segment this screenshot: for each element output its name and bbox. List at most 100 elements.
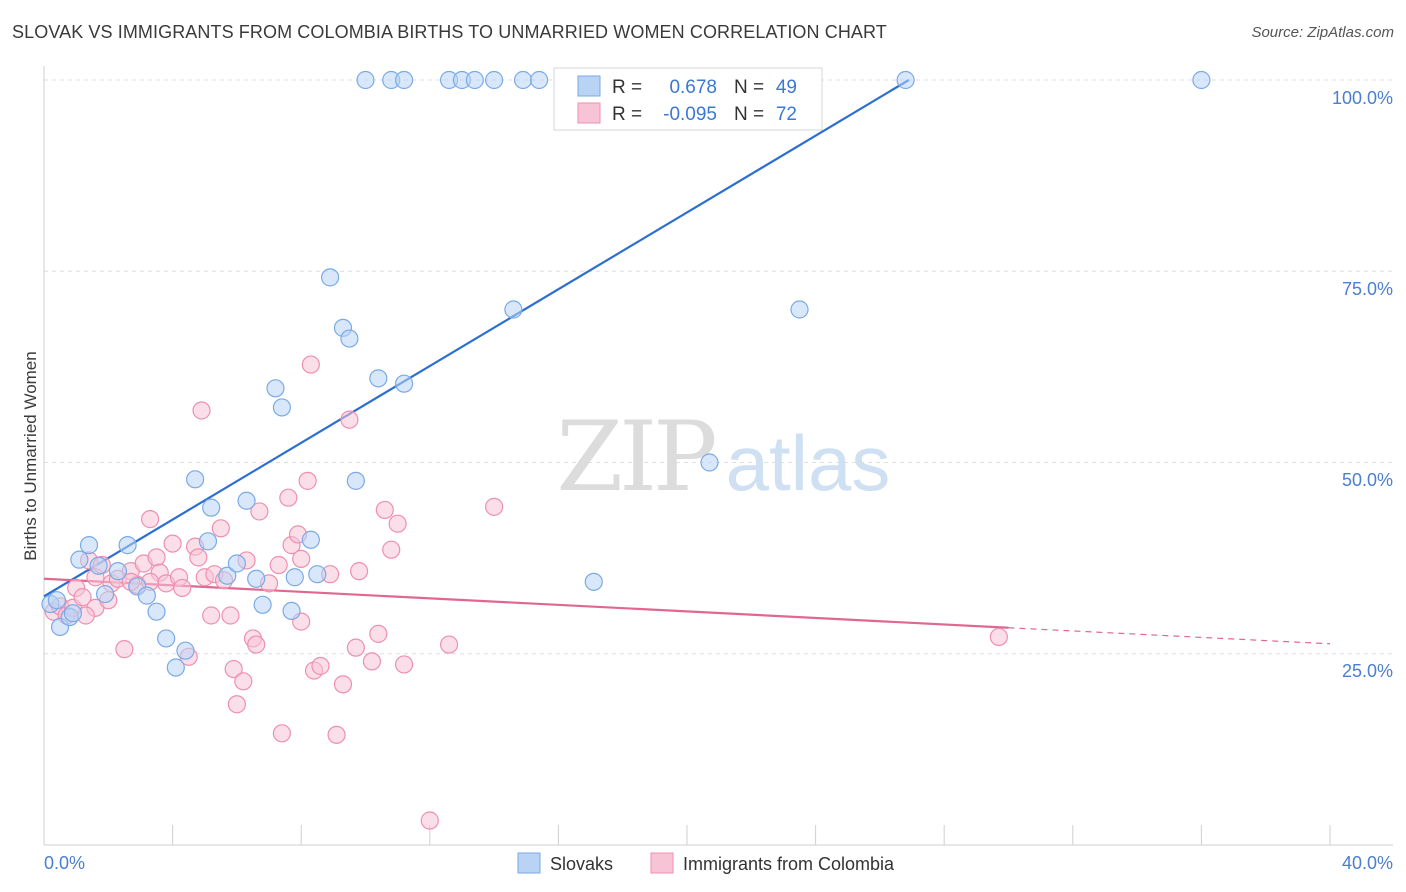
colombia-point-17 [140, 510, 160, 529]
slovaks-point-31 [321, 268, 340, 287]
stats-swatch-slovaks [577, 75, 601, 97]
x-tick-label-min: 0.0% [44, 853, 85, 873]
colombia-point-71 [989, 627, 1008, 647]
slovaks-point-20 [218, 566, 237, 585]
colombia-point-18 [147, 548, 166, 567]
slovaks-point-7 [89, 556, 108, 575]
colombia-point-57 [349, 562, 369, 581]
colombia-point-13 [115, 640, 134, 659]
legend-label-colombia: Immigrants from Colombia [683, 854, 895, 874]
legend-item-slovaks[interactable]: Slovaks [517, 852, 613, 874]
slovaks-point-22 [237, 491, 256, 510]
slovaks-point-15 [166, 658, 185, 677]
stats-r-value-slovaks: 0.678 [669, 77, 717, 98]
colombia-point-65 [439, 635, 459, 654]
slovaks-point-46 [504, 300, 523, 319]
trendline-colombia [43, 577, 1009, 629]
slovaks-point-10 [118, 536, 137, 555]
colombia-point-26 [189, 548, 208, 567]
slovaks-point-29 [301, 530, 320, 549]
stats-r-label-colombia: R = [612, 104, 642, 125]
slovaks-point-5 [70, 550, 89, 569]
slovaks-point-49 [790, 300, 809, 319]
colombia-point-56 [346, 638, 365, 657]
colombia-point-42 [269, 555, 288, 575]
slovaks-point-35 [369, 369, 388, 388]
slovaks-point-30 [308, 565, 327, 584]
colombia-point-58 [362, 652, 382, 671]
slovaks-point-17 [186, 470, 205, 489]
slovaks-point-51 [1192, 70, 1211, 90]
slovaks-point-42 [465, 70, 484, 90]
stats-r-value-colombia: -0.095 [663, 104, 717, 125]
slovaks-point-44 [513, 70, 533, 90]
slovaks-point-27 [282, 601, 301, 621]
slovaks-point-8 [95, 584, 115, 604]
y-tick-label-75: 75.0% [1342, 279, 1393, 299]
colombia-point-60 [375, 500, 394, 520]
slovaks-point-50 [896, 70, 915, 90]
trendline-colombia-extrapolated [1008, 627, 1331, 645]
slovaks-point-36 [394, 374, 414, 393]
slovaks-point-26 [272, 398, 292, 417]
points-immigrants-from-colombia [44, 355, 1008, 830]
legend-swatch-colombia [650, 852, 674, 874]
colombia-point-63 [394, 655, 414, 674]
stats-n-label-slovaks: N = [734, 77, 764, 98]
slovaks-point-25 [266, 379, 285, 398]
y-tick-label-25: 25.0% [1342, 661, 1393, 681]
legend-item-colombia[interactable]: Immigrants from Colombia [650, 852, 895, 874]
colombia-point-66 [485, 497, 504, 516]
slovaks-point-18 [202, 498, 221, 517]
colombia-point-47 [292, 549, 311, 568]
slovaks-point-39 [394, 70, 414, 90]
slovaks-point-47 [584, 572, 603, 591]
slovaks-point-24 [253, 595, 272, 614]
slovaks-point-4 [63, 604, 83, 623]
colombia-point-59 [369, 624, 388, 643]
slovaks-point-28 [285, 568, 304, 587]
colombia-point-51 [311, 656, 330, 676]
colombia-point-31 [211, 519, 230, 538]
colombia-point-23 [173, 578, 192, 598]
y-axis-title: Births to Unmarried Women [21, 351, 40, 560]
watermark: ZIP atlas [556, 401, 890, 513]
colombia-point-29 [202, 606, 221, 625]
points-slovaks [41, 70, 1211, 677]
legend-swatch-slovaks [517, 852, 541, 874]
slovaks-point-19 [198, 532, 218, 551]
colombia-point-62 [388, 514, 407, 533]
colombia-point-27 [192, 401, 211, 420]
stats-n-value-slovaks: 49 [776, 77, 797, 98]
slovaks-point-6 [79, 536, 99, 555]
colombia-point-64 [420, 811, 439, 830]
stats-swatch-colombia [577, 102, 601, 124]
trendline-slovaks [43, 79, 910, 598]
legend: Slovaks Immigrants from Colombia [517, 852, 895, 874]
y-tick-label-50: 50.0% [1342, 470, 1393, 490]
stats-n-value-colombia: 72 [776, 104, 797, 125]
colombia-point-44 [279, 488, 298, 507]
x-tick-label-max: 40.0% [1342, 853, 1393, 873]
slovaks-point-48 [700, 453, 719, 472]
axes [43, 66, 1393, 846]
slovaks-point-34 [346, 471, 365, 490]
slovaks-point-23 [247, 569, 266, 588]
slovaks-point-13 [147, 602, 166, 621]
colombia-point-40 [250, 502, 269, 521]
chart-title: SLOVAK VS IMMIGRANTS FROM COLOMBIA BIRTH… [12, 22, 887, 42]
colombia-point-67 [301, 355, 320, 374]
svg-text:ZIP: ZIP [556, 401, 715, 513]
colombia-point-54 [333, 675, 353, 694]
stats-box: R = 0.678 N = 49 R = -0.095 N = 72 [553, 67, 823, 131]
slovaks-point-12 [137, 586, 156, 605]
slovaks-point-33 [340, 329, 359, 348]
colombia-point-61 [382, 540, 401, 559]
y-tick-label-100: 100.0% [1332, 88, 1393, 108]
slovaks-point-16 [176, 641, 195, 660]
colombia-point-35 [227, 695, 246, 714]
stats-n-label-colombia: N = [734, 104, 764, 125]
colombia-point-33 [221, 606, 240, 625]
colombia-point-21 [163, 534, 182, 553]
colombia-point-49 [298, 471, 317, 490]
